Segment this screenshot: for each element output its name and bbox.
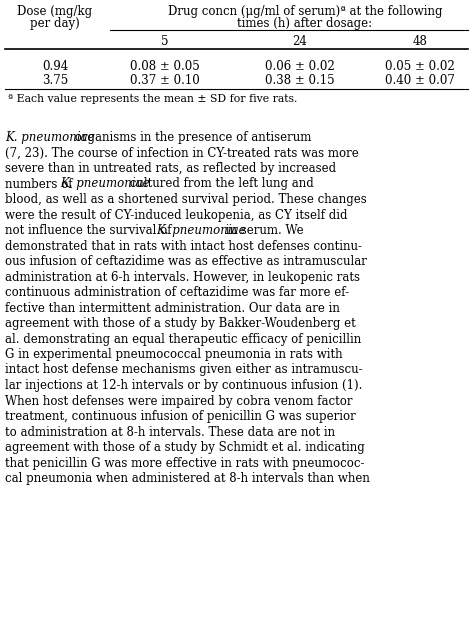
Text: that penicillin G was more effective in rats with pneumococ-: that penicillin G was more effective in … [5,456,365,469]
Text: Drug concn (μg/ml of serum)ª at the following: Drug concn (μg/ml of serum)ª at the foll… [168,5,442,18]
Text: 0.06 ± 0.02: 0.06 ± 0.02 [265,60,335,73]
Text: to administration at 8-h intervals. These data are not in: to administration at 8-h intervals. Thes… [5,425,335,438]
Text: Dose (mg/kg: Dose (mg/kg [18,5,92,18]
Text: 24: 24 [292,35,308,48]
Text: al. demonstrating an equal therapeutic efficacy of penicillin: al. demonstrating an equal therapeutic e… [5,332,361,345]
Text: demonstrated that in rats with intact host defenses continu-: demonstrated that in rats with intact ho… [5,240,362,253]
Text: lar injections at 12-h intervals or by continuous infusion (1).: lar injections at 12-h intervals or by c… [5,379,363,392]
Text: 5: 5 [161,35,169,48]
Text: fective than intermittent administration. Our data are in: fective than intermittent administration… [5,302,340,314]
Text: not influence the survival of: not influence the survival of [5,224,175,237]
Text: G in experimental pneumococcal pneumonia in rats with: G in experimental pneumococcal pneumonia… [5,348,343,361]
Text: agreement with those of a study by Schmidt et al. indicating: agreement with those of a study by Schmi… [5,441,365,454]
Text: 0.05 ± 0.02: 0.05 ± 0.02 [385,60,455,73]
Text: treatment, continuous infusion of penicillin G was superior: treatment, continuous infusion of penici… [5,410,356,423]
Text: 0.94: 0.94 [42,60,68,73]
Text: When host defenses were impaired by cobra venom factor: When host defenses were impaired by cobr… [5,394,353,407]
Text: cultured from the left lung and: cultured from the left lung and [126,178,314,191]
Text: (7, 23). The course of infection in CY-treated rats was more: (7, 23). The course of infection in CY-t… [5,147,359,160]
Text: intact host defense mechanisms given either as intramuscu-: intact host defense mechanisms given eit… [5,363,363,376]
Text: blood, as well as a shortened survival period. These changes: blood, as well as a shortened survival p… [5,193,367,206]
Text: 0.08 ± 0.05: 0.08 ± 0.05 [130,60,200,73]
Text: in serum. We: in serum. We [222,224,304,237]
Text: ª Each value represents the mean ± SD for five rats.: ª Each value represents the mean ± SD fo… [8,94,297,104]
Text: 0.38 ± 0.15: 0.38 ± 0.15 [265,74,335,87]
Text: cal pneumonia when administered at 8-h intervals than when: cal pneumonia when administered at 8-h i… [5,472,370,485]
Text: 48: 48 [412,35,428,48]
Text: times (h) after dosage:: times (h) after dosage: [237,17,373,30]
Text: 0.40 ± 0.07: 0.40 ± 0.07 [385,74,455,87]
Text: per day): per day) [30,17,80,30]
Text: administration at 6-h intervals. However, in leukopenic rats: administration at 6-h intervals. However… [5,271,360,284]
Text: K. pneumoniae: K. pneumoniae [156,224,246,237]
Text: K. pneumoniae: K. pneumoniae [61,178,150,191]
Text: organisms in the presence of antiserum: organisms in the presence of antiserum [71,131,311,144]
Text: ous infusion of ceftazidime was as effective as intramuscular: ous infusion of ceftazidime was as effec… [5,255,367,268]
Text: 0.37 ± 0.10: 0.37 ± 0.10 [130,74,200,87]
Text: numbers of: numbers of [5,178,76,191]
Text: continuous administration of ceftazidime was far more ef-: continuous administration of ceftazidime… [5,286,349,299]
Text: agreement with those of a study by Bakker-Woudenberg et: agreement with those of a study by Bakke… [5,317,356,330]
Text: K. pneumoniae: K. pneumoniae [5,131,95,144]
Text: were the result of CY-induced leukopenia, as CY itself did: were the result of CY-induced leukopenia… [5,209,347,222]
Text: 3.75: 3.75 [42,74,68,87]
Text: severe than in untreated rats, as reflected by increased: severe than in untreated rats, as reflec… [5,162,336,175]
